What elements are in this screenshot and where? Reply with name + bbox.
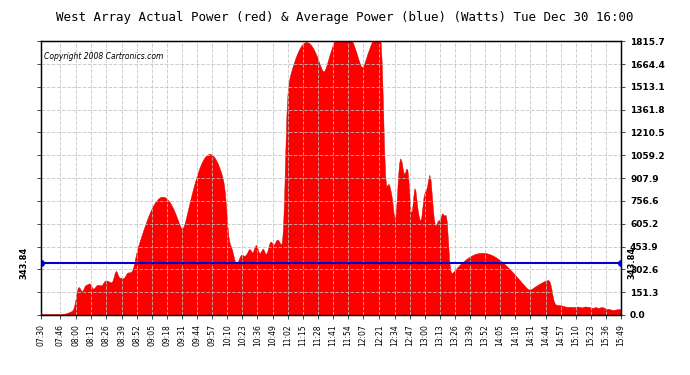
Text: West Array Actual Power (red) & Average Power (blue) (Watts) Tue Dec 30 16:00: West Array Actual Power (red) & Average … (57, 11, 633, 24)
Text: 343.84: 343.84 (0, 247, 3, 279)
Text: Copyright 2008 Cartronics.com: Copyright 2008 Cartronics.com (43, 52, 163, 61)
Text: 343.84: 343.84 (628, 247, 637, 279)
Text: 343.84: 343.84 (19, 247, 29, 279)
